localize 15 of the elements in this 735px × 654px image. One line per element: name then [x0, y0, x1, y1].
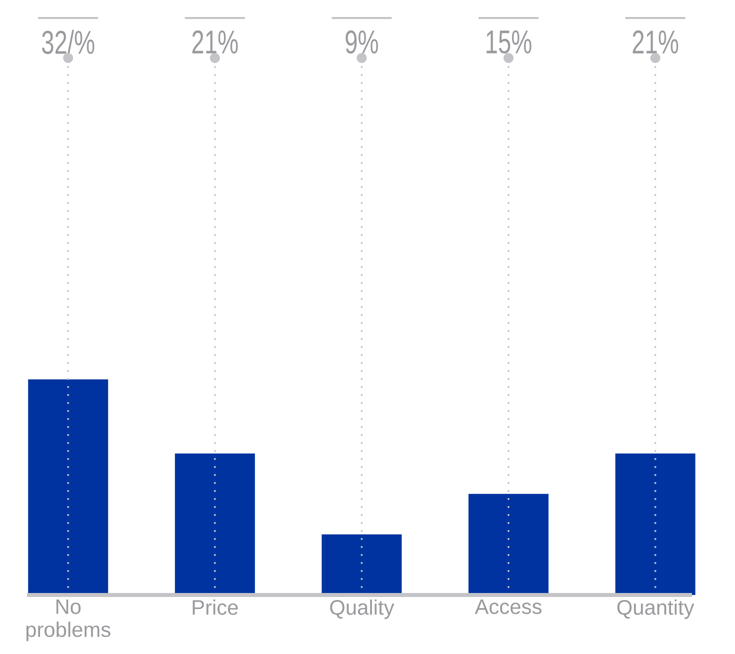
x-tick-label: Quantity [617, 600, 694, 620]
bar [468, 494, 549, 595]
bar [28, 379, 108, 595]
data-label: 21% [632, 30, 678, 54]
data-label: 9% [346, 30, 378, 54]
x-tick-label: Price [192, 600, 238, 615]
bar [174, 453, 255, 595]
x-tick-label: No problems [26, 600, 110, 642]
data-label: 15% [486, 30, 532, 54]
x-tick-label: Quality [330, 600, 394, 620]
data-label: 21% [192, 30, 238, 54]
bar [322, 534, 402, 595]
x-tick-label: Access [474, 600, 542, 614]
data-label: 32/% [42, 30, 94, 54]
bar [615, 453, 696, 595]
